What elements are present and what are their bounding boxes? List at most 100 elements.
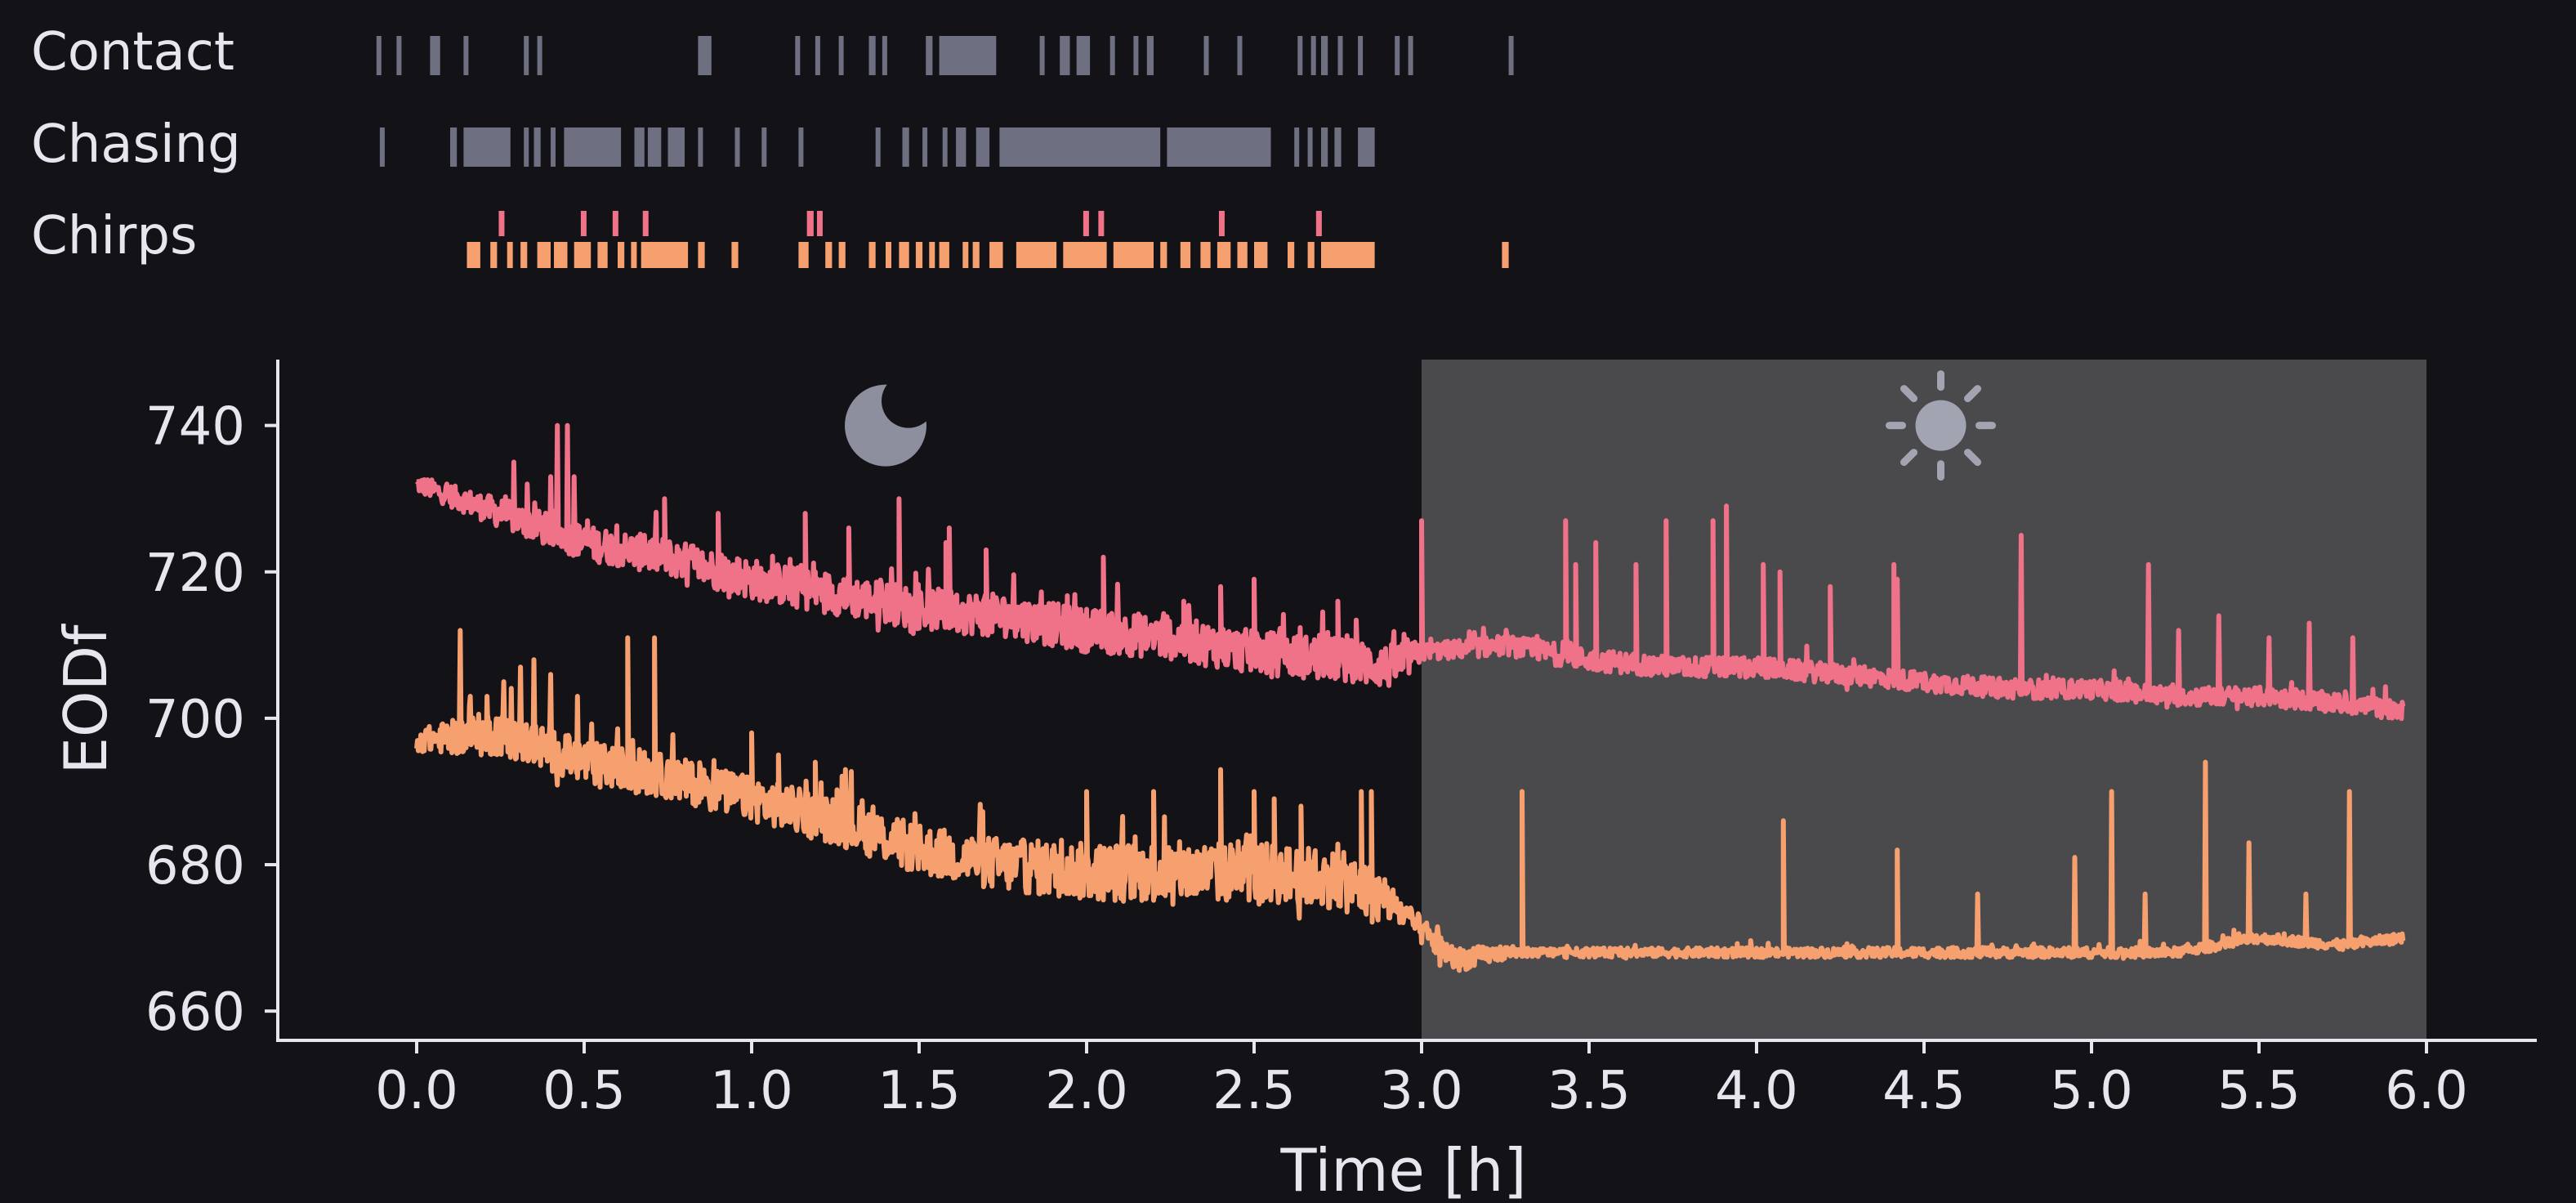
event-chasing: [1167, 127, 1271, 167]
event-contact: [1203, 36, 1209, 75]
y-axis-label: EODf: [51, 624, 120, 775]
event-chirp: [939, 242, 949, 268]
y-tick-label: 680: [145, 836, 245, 897]
x-tick-label: 0.0: [375, 1061, 458, 1121]
event-contact: [1337, 36, 1343, 75]
event-chasing: [534, 127, 541, 167]
event-contact: [926, 36, 933, 75]
event-chasing: [956, 127, 967, 167]
event-chirp: [1200, 242, 1211, 268]
event-chirp: [618, 242, 625, 268]
eodf-trace-pink: [414, 423, 2406, 722]
event-chirp: [641, 242, 689, 268]
event-chasing: [551, 127, 556, 167]
event-contact: [1237, 36, 1243, 75]
x-tick-label: 1.5: [877, 1061, 961, 1121]
event-chirp: [1237, 242, 1248, 268]
event-chirp: [580, 211, 587, 236]
y-tick-label: 700: [145, 690, 245, 750]
event-chirp: [612, 211, 618, 236]
y-axis-ticks: 660 680 700 720 740: [145, 397, 278, 1043]
event-chirp: [731, 242, 739, 268]
eodf-plot: 0.0 0.5 1.0 1.5 2.0 2.5 3.0 3.5 4.0 4.5 5.0 5.5 6.0 …: [51, 360, 2537, 1203]
event-chasing: [875, 127, 881, 167]
event-chasing: [647, 127, 662, 167]
event-chirp: [490, 242, 498, 268]
event-contact: [524, 36, 529, 75]
event-contact: [882, 36, 887, 75]
x-tick-label: 5.5: [2217, 1061, 2301, 1121]
event-contact: [939, 36, 997, 75]
moon-icon: [845, 373, 935, 467]
event-contact: [1133, 36, 1139, 75]
event-contact: [1395, 36, 1400, 75]
event-chasing: [524, 127, 529, 167]
event-chirp: [507, 242, 513, 268]
event-chirp: [838, 242, 846, 268]
event-chirp: [899, 242, 909, 268]
event-chasing: [922, 127, 928, 167]
event-chirp: [1063, 242, 1107, 268]
event-contact: [1408, 36, 1413, 75]
event-contact: [396, 36, 402, 75]
event-chirp: [929, 242, 935, 268]
event-chasing: [999, 127, 1161, 167]
x-tick-label: 2.0: [1045, 1061, 1128, 1121]
event-chasing: [379, 127, 385, 167]
event-chirp: [498, 211, 505, 236]
event-chirp: [1160, 242, 1167, 268]
raster-events: [376, 36, 1514, 268]
x-tick-label: 3.5: [1547, 1061, 1631, 1121]
event-chirp: [798, 242, 809, 268]
event-chirp: [962, 242, 969, 268]
event-chasing: [634, 127, 645, 167]
event-chirp: [1502, 242, 1509, 268]
event-contact: [1310, 36, 1316, 75]
event-contact: [698, 36, 712, 75]
event-chirp: [1217, 242, 1231, 268]
event-contact: [795, 36, 801, 75]
event-chasing: [798, 127, 804, 167]
y-tick-label: 720: [145, 543, 245, 604]
event-chasing: [942, 127, 948, 167]
eodf-traces: [414, 423, 2406, 973]
event-chirp: [1180, 242, 1191, 268]
event-chasing: [761, 127, 767, 167]
event-chasing: [450, 127, 458, 167]
event-contact: [868, 36, 876, 75]
x-axis-ticks: 0.0 0.5 1.0 1.5 2.0 2.5 3.0 3.5 4.0 4.5 5.0 5.5 6.0: [375, 1040, 2468, 1121]
x-axis-label: Time [h]: [1280, 1136, 1527, 1203]
sun-icon: [1886, 370, 1996, 481]
event-raster: Contact Chasing Chirps: [31, 22, 1514, 268]
y-tick-label: 740: [145, 397, 245, 458]
x-tick-label: 6.0: [2385, 1061, 2468, 1121]
event-chirp: [1321, 242, 1375, 268]
x-tick-label: 0.5: [542, 1061, 626, 1121]
event-chirp: [520, 242, 528, 268]
event-chirp: [886, 242, 891, 268]
event-chasing: [975, 127, 990, 167]
event-chirp: [1315, 211, 1322, 236]
event-chasing: [1294, 127, 1300, 167]
event-chirp: [1098, 211, 1105, 236]
event-chirp: [868, 242, 876, 268]
event-contact: [1508, 36, 1514, 75]
event-contact: [1039, 36, 1045, 75]
event-contact: [1321, 36, 1328, 75]
raster-label-chirps: Chirps: [31, 206, 197, 266]
event-chirp: [1083, 211, 1089, 236]
event-contact: [430, 36, 440, 75]
event-chirp: [1016, 242, 1057, 268]
event-chirp: [1218, 211, 1225, 236]
event-chirp: [915, 242, 923, 268]
x-tick-label: 3.0: [1380, 1061, 1463, 1121]
event-chirp: [816, 211, 823, 236]
event-chirp: [1288, 242, 1295, 268]
event-contact: [1109, 36, 1115, 75]
x-tick-label: 1.0: [710, 1061, 793, 1121]
event-chirp: [972, 242, 980, 268]
raster-label-contact: Contact: [31, 22, 234, 83]
event-contact: [1297, 36, 1303, 75]
event-chasing: [734, 127, 740, 167]
event-chirp: [698, 242, 705, 268]
